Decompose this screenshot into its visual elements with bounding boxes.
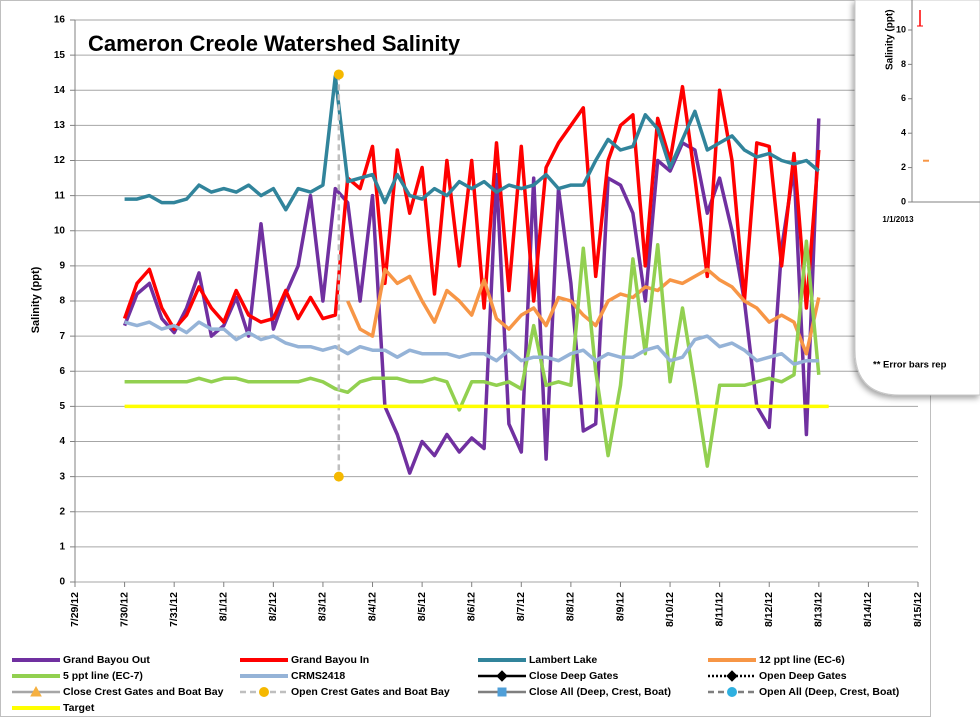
legend-label: 5 ppt line (EC-7) (63, 670, 143, 682)
x-tick-label: 8/4/12 (366, 592, 378, 621)
x-tick-label: 8/10/12 (664, 592, 676, 627)
data-point (333, 69, 344, 80)
y-tick-label: 16 (54, 15, 66, 26)
y-tick-label: 14 (54, 85, 66, 96)
data-line (122, 84, 821, 331)
inset-y-tick-label: 6 (901, 93, 906, 103)
inset-note: ** Error bars rep (873, 360, 947, 371)
y-tick-label: 15 (54, 50, 66, 61)
y-tick-label: 11 (54, 190, 65, 201)
y-tick-label: 13 (54, 120, 66, 131)
inset-panel (854, 0, 980, 396)
y-tick-label: 5 (59, 401, 65, 412)
legend-label: Close All (Deep, Crest, Boat) (529, 686, 671, 698)
x-tick-label: 7/31/12 (168, 592, 180, 627)
legend-marker (496, 670, 508, 682)
legend-label: Grand Bayou Out (63, 654, 150, 666)
y-tick-label: 10 (54, 225, 66, 236)
y-tick-label: 4 (59, 436, 65, 447)
x-tick-label: 8/9/12 (614, 592, 626, 621)
inset-y-tick-label: 8 (901, 59, 906, 69)
inset-x-tick-label: 1/1/2013 (882, 215, 914, 224)
x-tick-label: 8/12/12 (763, 592, 775, 627)
legend-label: Grand Bayou In (291, 654, 369, 666)
x-tick-label: 8/8/12 (565, 592, 577, 621)
legend-label: Close Deep Gates (529, 670, 618, 682)
data-line (346, 267, 821, 356)
y-tick-label: 3 (59, 471, 65, 482)
chart-title: Cameron Creole Watershed Salinity (88, 31, 461, 56)
y-tick-label: 8 (59, 296, 65, 307)
legend-label: Open All (Deep, Crest, Boat) (759, 686, 899, 698)
legend-label: Lambert Lake (529, 654, 597, 666)
legend-marker (30, 685, 42, 697)
y-tick-label: 6 (59, 366, 65, 377)
x-tick-label: 8/6/12 (465, 592, 477, 621)
legend-label: 12 ppt line (EC-6) (759, 654, 845, 666)
inset-y-tick-label: 0 (901, 196, 906, 206)
legend-label: Target (63, 702, 95, 714)
legend-label: CRMS2418 (291, 670, 345, 682)
data-line (124, 320, 819, 366)
x-tick-label: 8/1/12 (218, 592, 230, 621)
data-point (333, 471, 344, 482)
legend-label: Open Deep Gates (759, 670, 847, 682)
legend-marker (497, 687, 507, 697)
legend-marker (726, 670, 738, 682)
y-tick-label: 12 (54, 155, 66, 166)
y-tick-label: 7 (59, 331, 65, 342)
y-tick-label: 2 (59, 506, 65, 517)
inset-y-tick-label: 2 (901, 162, 906, 172)
inset-y-tick-label: 10 (896, 24, 906, 34)
x-tick-label: 8/2/12 (267, 592, 279, 621)
inset-chart: 0 2 4 6 8 10 1/1/2013 Salinity (ppt) ** Error ba… (873, 0, 980, 371)
x-tick-label: 8/5/12 (416, 592, 428, 621)
inset-y-axis-label: Salinity (ppt) (885, 9, 896, 70)
data-line (124, 74, 820, 212)
y-tick-label: 0 (59, 577, 65, 588)
x-tick-label: 8/14/12 (862, 592, 874, 627)
x-tick-label: 8/11/12 (713, 592, 725, 627)
x-tick-label: 8/13/12 (813, 592, 825, 627)
legend-marker (727, 687, 737, 697)
legend-label: Open Crest Gates and Boat Bay (291, 686, 450, 698)
x-tick-label: 7/30/12 (118, 592, 130, 627)
data-line (124, 239, 821, 468)
inset-y-tick-label: 4 (901, 128, 906, 138)
legend-marker (259, 687, 269, 697)
y-tick-label: 1 (59, 542, 65, 553)
x-tick-label: 8/7/12 (515, 592, 527, 621)
y-axis-label: Salinity (ppt) (30, 266, 42, 333)
x-tick-label: 8/3/12 (317, 592, 329, 621)
data-line (122, 118, 821, 475)
y-tick-label: 9 (59, 261, 65, 272)
x-tick-label: 8/15/12 (912, 592, 924, 627)
x-tick-label: 7/29/12 (69, 592, 81, 627)
legend-label: Close Crest Gates and Boat Bay (63, 686, 224, 698)
